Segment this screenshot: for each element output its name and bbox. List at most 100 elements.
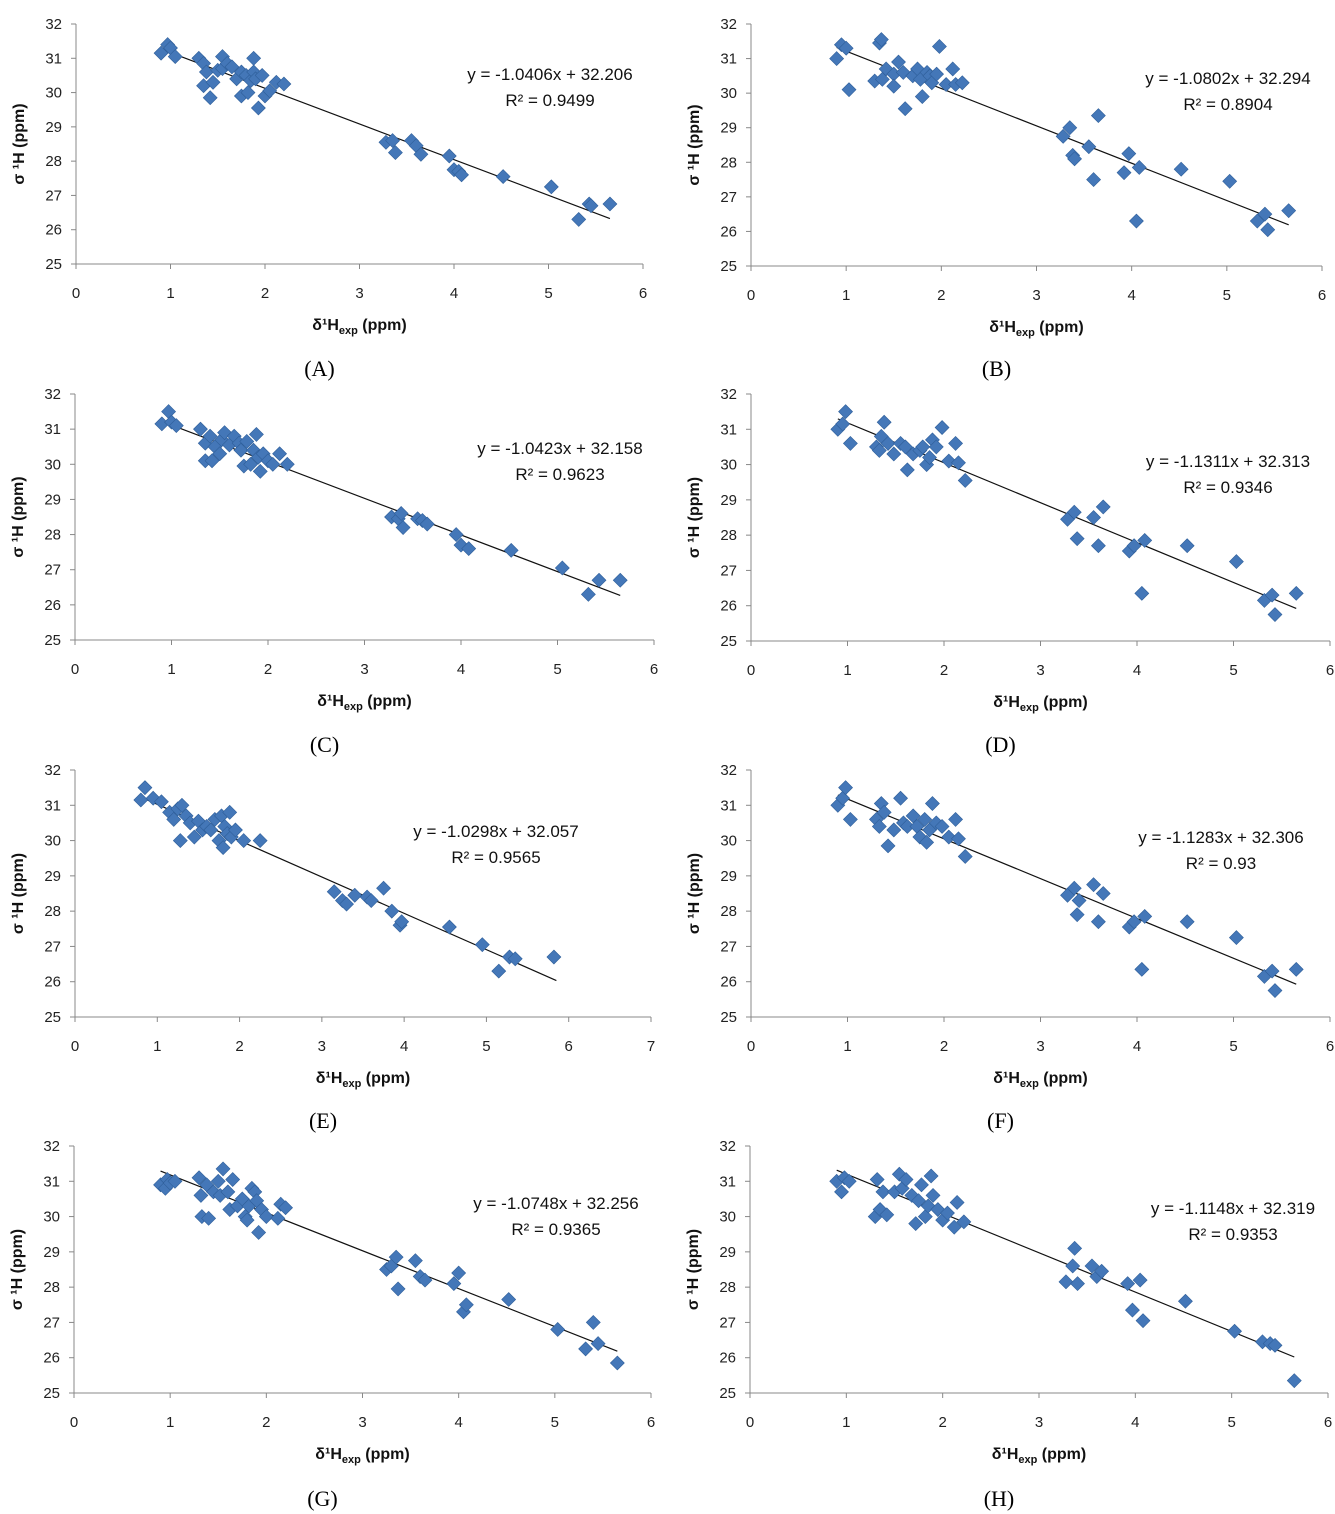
y-axis-label: σ ¹H (ppm) <box>10 853 27 934</box>
data-point <box>1069 907 1085 923</box>
x-axis-label: δ¹Hexp (ppm) <box>312 317 406 337</box>
y-tick-label: 28 <box>44 527 61 544</box>
data-point <box>1286 1373 1302 1389</box>
data-point <box>507 951 523 967</box>
x-tick-label: 6 <box>565 1038 573 1055</box>
data-point <box>417 1272 433 1288</box>
data-point <box>940 1205 955 1221</box>
y-tick-label: 32 <box>43 1138 60 1155</box>
data-point <box>543 179 559 195</box>
x-axis-label: δ¹Hexp (ppm) <box>992 1446 1086 1466</box>
data-point <box>451 1265 467 1281</box>
chart-panel-b: 25 26 27 28 29 30 31 32 0 1 2 3 4 5 6 y = -1.0802x + 32… <box>686 16 1326 381</box>
data-point <box>395 520 411 535</box>
y-tick-label: 30 <box>719 1209 736 1226</box>
data-point <box>193 1187 209 1203</box>
y-tick-label: 29 <box>720 868 737 885</box>
data-point <box>1116 165 1132 181</box>
regression-equation: y = -1.0748x + 32.256 <box>473 1194 638 1213</box>
data-point <box>841 82 857 98</box>
x-tick-label: 5 <box>544 285 552 302</box>
data-point <box>835 416 851 432</box>
data-point <box>363 893 379 908</box>
data-point <box>957 473 973 488</box>
x-tick-label: 3 <box>1036 662 1044 679</box>
data-point <box>1267 983 1283 998</box>
data-point <box>419 516 435 532</box>
data-point <box>1179 914 1195 930</box>
data-point <box>461 541 477 557</box>
x-tick-label: 4 <box>450 285 458 302</box>
x-tick-label: 1 <box>166 285 174 302</box>
x-tick-label: 3 <box>358 1414 366 1431</box>
data-point <box>276 76 292 92</box>
data-point <box>917 811 933 827</box>
y-tick-label: 26 <box>44 597 61 614</box>
x-tick-label: 4 <box>1133 662 1141 679</box>
x-tick-label: 5 <box>1229 1038 1237 1055</box>
data-point <box>1126 914 1142 930</box>
data-point <box>886 446 902 462</box>
x-tick-label: 6 <box>1318 287 1326 304</box>
y-tick-label: 26 <box>44 974 61 991</box>
panel-caption: (H) <box>984 1486 1015 1511</box>
data-point <box>1094 1263 1110 1279</box>
y-tick-label: 32 <box>720 762 737 779</box>
y-tick-label: 27 <box>720 189 737 206</box>
data-point <box>919 834 935 850</box>
data-point <box>1260 222 1276 238</box>
y-tick-label: 30 <box>43 1209 60 1226</box>
data-point <box>384 903 400 919</box>
data-point <box>388 1249 404 1265</box>
y-axis-label: σ ¹H (ppm) <box>686 853 703 934</box>
data-point <box>1132 1272 1148 1288</box>
data-point <box>407 1253 423 1269</box>
data-point <box>1095 499 1111 515</box>
data-point <box>571 212 587 227</box>
y-tick-label: 32 <box>720 16 737 33</box>
data-point <box>1065 1258 1081 1274</box>
data-point <box>248 426 264 442</box>
data-point <box>834 1184 849 1200</box>
data-point <box>1257 206 1273 222</box>
data-point <box>224 59 240 75</box>
x-tick-label: 5 <box>482 1038 490 1055</box>
y-tick-label: 25 <box>44 632 61 649</box>
y-tick-label: 29 <box>720 492 737 509</box>
y-axis-label: σ ¹H (ppm) <box>10 476 27 557</box>
r-squared: R² = 0.8904 <box>1183 95 1272 114</box>
panel-caption: (B) <box>982 356 1011 381</box>
data-point <box>161 404 177 419</box>
data-point <box>1267 607 1283 622</box>
data-point <box>912 829 928 845</box>
r-squared: R² = 0.9353 <box>1188 1225 1277 1244</box>
data-point <box>339 896 354 912</box>
data-point <box>446 1276 462 1292</box>
data-point <box>829 51 845 66</box>
data-point <box>957 849 973 864</box>
y-tick-label: 26 <box>43 1350 60 1367</box>
data-point <box>897 101 913 117</box>
y-tick-label: 26 <box>720 974 737 991</box>
data-point <box>899 462 915 478</box>
y-tick-label: 31 <box>44 797 61 814</box>
data-point <box>133 792 149 808</box>
data-point <box>948 811 964 827</box>
data-point <box>1134 961 1150 977</box>
y-tick-label: 31 <box>720 797 737 814</box>
regression-equation: y = -1.1283x + 32.306 <box>1138 828 1303 847</box>
data-point <box>491 963 507 979</box>
x-tick-label: 0 <box>747 662 755 679</box>
data-point <box>1178 1293 1193 1309</box>
x-axis-label: δ¹Hexp (ppm) <box>989 319 1083 339</box>
panel-caption: (A) <box>304 356 335 381</box>
y-tick-label: 25 <box>719 1385 736 1402</box>
data-point <box>225 1172 241 1187</box>
data-point <box>954 75 970 91</box>
data-point <box>1066 504 1082 520</box>
data-point <box>915 439 931 455</box>
data-point <box>897 439 913 455</box>
data-point <box>202 428 218 444</box>
y-tick-label: 32 <box>44 386 61 403</box>
y-tick-label: 31 <box>720 421 737 438</box>
